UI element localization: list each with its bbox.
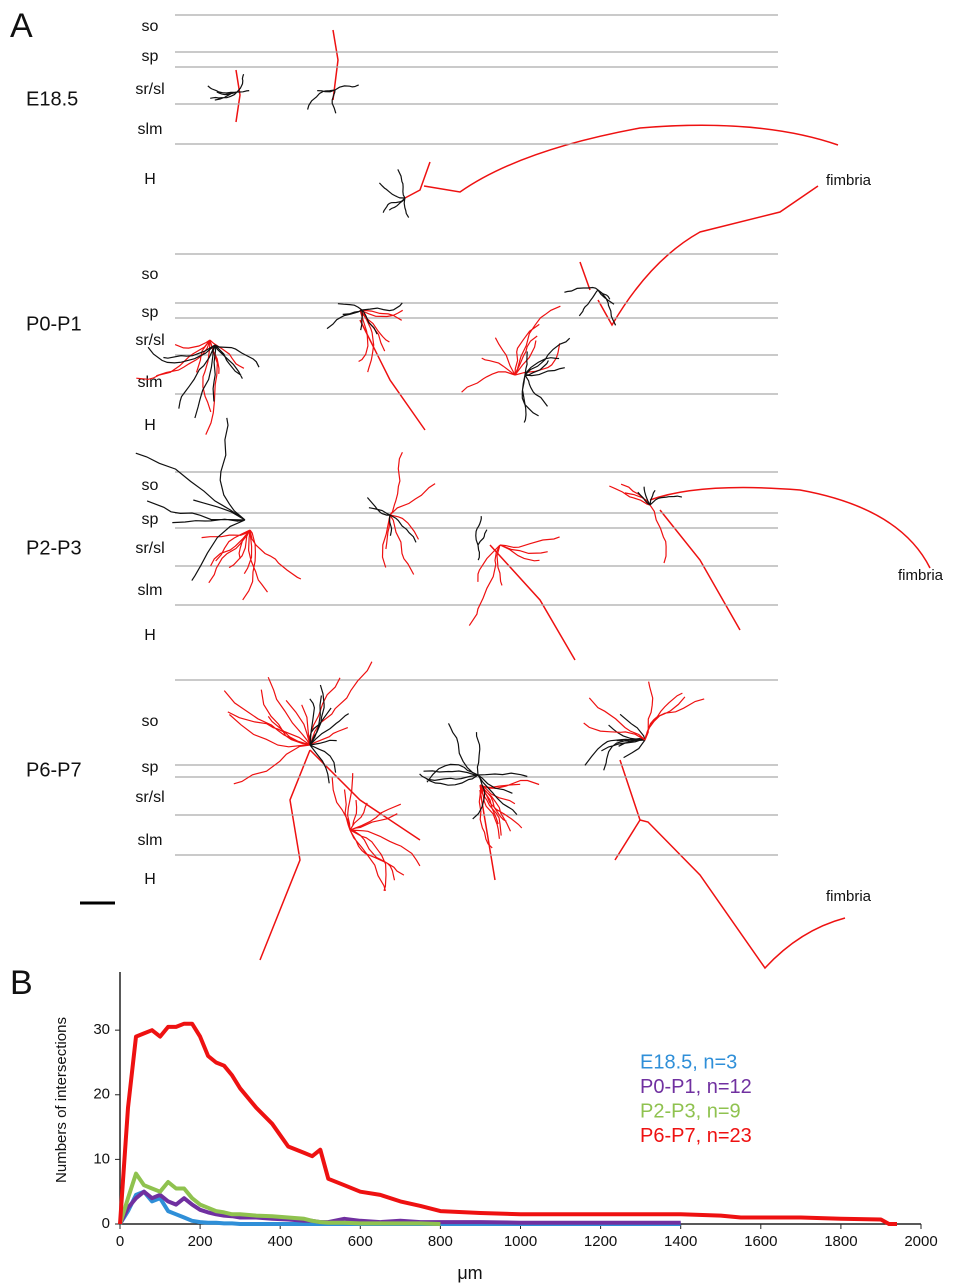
neurite [307, 84, 359, 114]
axon [235, 29, 576, 661]
axon [649, 486, 931, 631]
x-tick-label: 800 [428, 1233, 453, 1250]
neurite [326, 302, 403, 335]
x-tick-label: 1000 [504, 1233, 537, 1250]
layer-label: H [144, 417, 156, 434]
layer-label: sp [142, 304, 159, 321]
y-axis-label: Numbers of intersections [53, 1017, 70, 1183]
x-tick-label: 600 [348, 1233, 373, 1250]
x-tick-label: 0 [116, 1233, 124, 1250]
y-tick-label: 20 [93, 1086, 110, 1103]
layer-label: slm [138, 374, 163, 391]
row-label: E18.5 [26, 88, 78, 110]
x-tick-label: 2000 [904, 1233, 937, 1250]
legend-entry: P2-P3, n=9 [640, 1100, 741, 1122]
neurite [147, 344, 260, 419]
layer-label: so [142, 477, 159, 494]
annotation: fimbria [826, 888, 872, 905]
neurite [478, 779, 540, 849]
annotation: fimbria [898, 567, 944, 584]
layer-label: so [142, 713, 159, 730]
panel-label: B [10, 964, 33, 1002]
layer-label: so [142, 18, 159, 35]
layer-label: sr/sl [135, 332, 164, 349]
row-label: P2-P3 [26, 537, 82, 559]
legend-entry: P0-P1, n=12 [640, 1076, 752, 1098]
axon [404, 124, 839, 199]
annotation: fimbria [826, 172, 872, 189]
x-tick-label: 200 [188, 1233, 213, 1250]
y-tick-label: 10 [93, 1150, 110, 1167]
layer-label: H [144, 871, 156, 888]
neurite [583, 681, 705, 741]
layer-label: sp [142, 759, 159, 776]
x-tick-label: 1200 [584, 1233, 617, 1250]
layer-label: sp [142, 511, 159, 528]
neurite [521, 337, 571, 423]
layer-label: H [144, 627, 156, 644]
neurite [475, 516, 488, 561]
layer-label: H [144, 171, 156, 188]
neurite [609, 483, 667, 564]
neurite [468, 536, 560, 626]
layer-label: slm [138, 832, 163, 849]
neurite [461, 305, 561, 393]
axons [235, 29, 931, 970]
axon [579, 185, 819, 327]
neurite [419, 723, 528, 820]
x-tick-label: 400 [268, 1233, 293, 1250]
x-tick-label: 1600 [744, 1233, 777, 1250]
legend-entry: P6-P7, n=23 [640, 1125, 752, 1147]
layer-label: so [142, 266, 159, 283]
x-tick-label: 1400 [664, 1233, 697, 1250]
legend-entry: E18.5, n=3 [640, 1051, 737, 1073]
panel-label: A [10, 7, 33, 45]
row-label: P0-P1 [26, 313, 82, 335]
neurite [309, 684, 350, 784]
layer-label: slm [138, 582, 163, 599]
neurite [584, 713, 646, 771]
x-tick-label: 1800 [824, 1233, 857, 1250]
layer-label: sr/sl [135, 789, 164, 806]
neurite [381, 452, 436, 575]
series-line [118, 1189, 681, 1225]
neurite [564, 286, 617, 326]
neurite [207, 74, 250, 101]
series-line [118, 1021, 897, 1226]
layer-label: sr/sl [135, 81, 164, 98]
y-tick-label: 0 [102, 1215, 110, 1232]
x-axis-label: μm [457, 1263, 482, 1283]
neurite [366, 497, 417, 543]
neurite [135, 417, 246, 581]
axon [614, 759, 846, 970]
series-line [118, 1171, 441, 1226]
neurite [378, 169, 410, 218]
neurite [637, 486, 683, 506]
neurite [201, 529, 302, 601]
layer-label: slm [138, 121, 163, 138]
layer-label: sr/sl [135, 540, 164, 557]
neurite [331, 773, 421, 892]
y-tick-label: 30 [93, 1021, 110, 1038]
row-label: P6-P7 [26, 759, 82, 781]
layer-label: sp [142, 48, 159, 65]
